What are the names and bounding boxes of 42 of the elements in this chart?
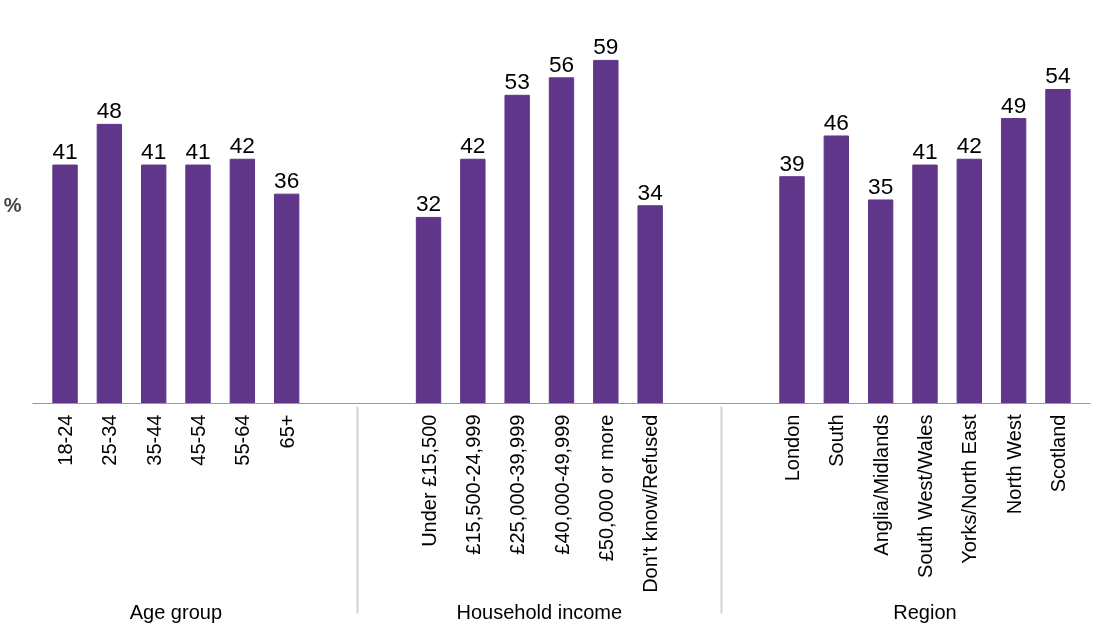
x-tick-label: South West/Wales (913, 414, 936, 578)
data-label: 41 (141, 138, 167, 165)
x-tick-label: Yorks/North East (958, 414, 981, 564)
data-label: 46 (823, 109, 849, 135)
data-label: 42 (956, 132, 982, 159)
x-tick-label: Don't know/Refused (639, 414, 662, 593)
data-label: 56 (548, 50, 575, 77)
x-tick-label: 45-54 (187, 414, 210, 466)
data-label: 54 (1045, 62, 1071, 89)
x-tick-label: 18-24 (54, 414, 77, 466)
x-tick-label: 65+ (275, 414, 298, 449)
data-label: 59 (593, 33, 619, 60)
data-label: 41 (912, 138, 938, 165)
x-tick-label: North West (1002, 414, 1025, 515)
x-tick-label: 55-64 (231, 414, 254, 466)
data-label: 49 (1001, 91, 1027, 118)
x-tick-label: £25,000-39,999 (506, 414, 529, 555)
data-label: 35 (868, 172, 894, 199)
data-label: 41 (52, 138, 78, 165)
x-tick-label: £50,000 or more (594, 414, 617, 562)
data-label: 48 (96, 97, 122, 124)
text: Household income (456, 600, 623, 623)
x-tick-label: London (781, 414, 803, 482)
x-tick-label: Anglia/Midlands (869, 414, 892, 556)
x-tick-label: 25-34 (98, 414, 121, 466)
x-tick-label: £15,500-24,999 (461, 414, 484, 555)
data-label: 36 (274, 167, 300, 194)
text: Region (893, 600, 957, 623)
data-label: 53 (504, 68, 530, 95)
text: Age group (129, 600, 222, 623)
x-tick-label: Under £15,500 (417, 414, 440, 547)
data-label: 41 (185, 138, 211, 165)
x-tick-label: 35-44 (142, 414, 165, 466)
data-label: 42 (229, 132, 255, 159)
x-tick-label: £40,000-49,999 (550, 414, 573, 555)
x-tick-label: Scotland (1046, 414, 1069, 493)
data-label: 34 (637, 178, 663, 205)
x-tick-label: South (825, 414, 848, 467)
data-label: 39 (779, 149, 805, 176)
data-label: 32 (415, 190, 442, 217)
data-label: 42 (460, 132, 486, 159)
y-axis-title: % (3, 193, 22, 216)
